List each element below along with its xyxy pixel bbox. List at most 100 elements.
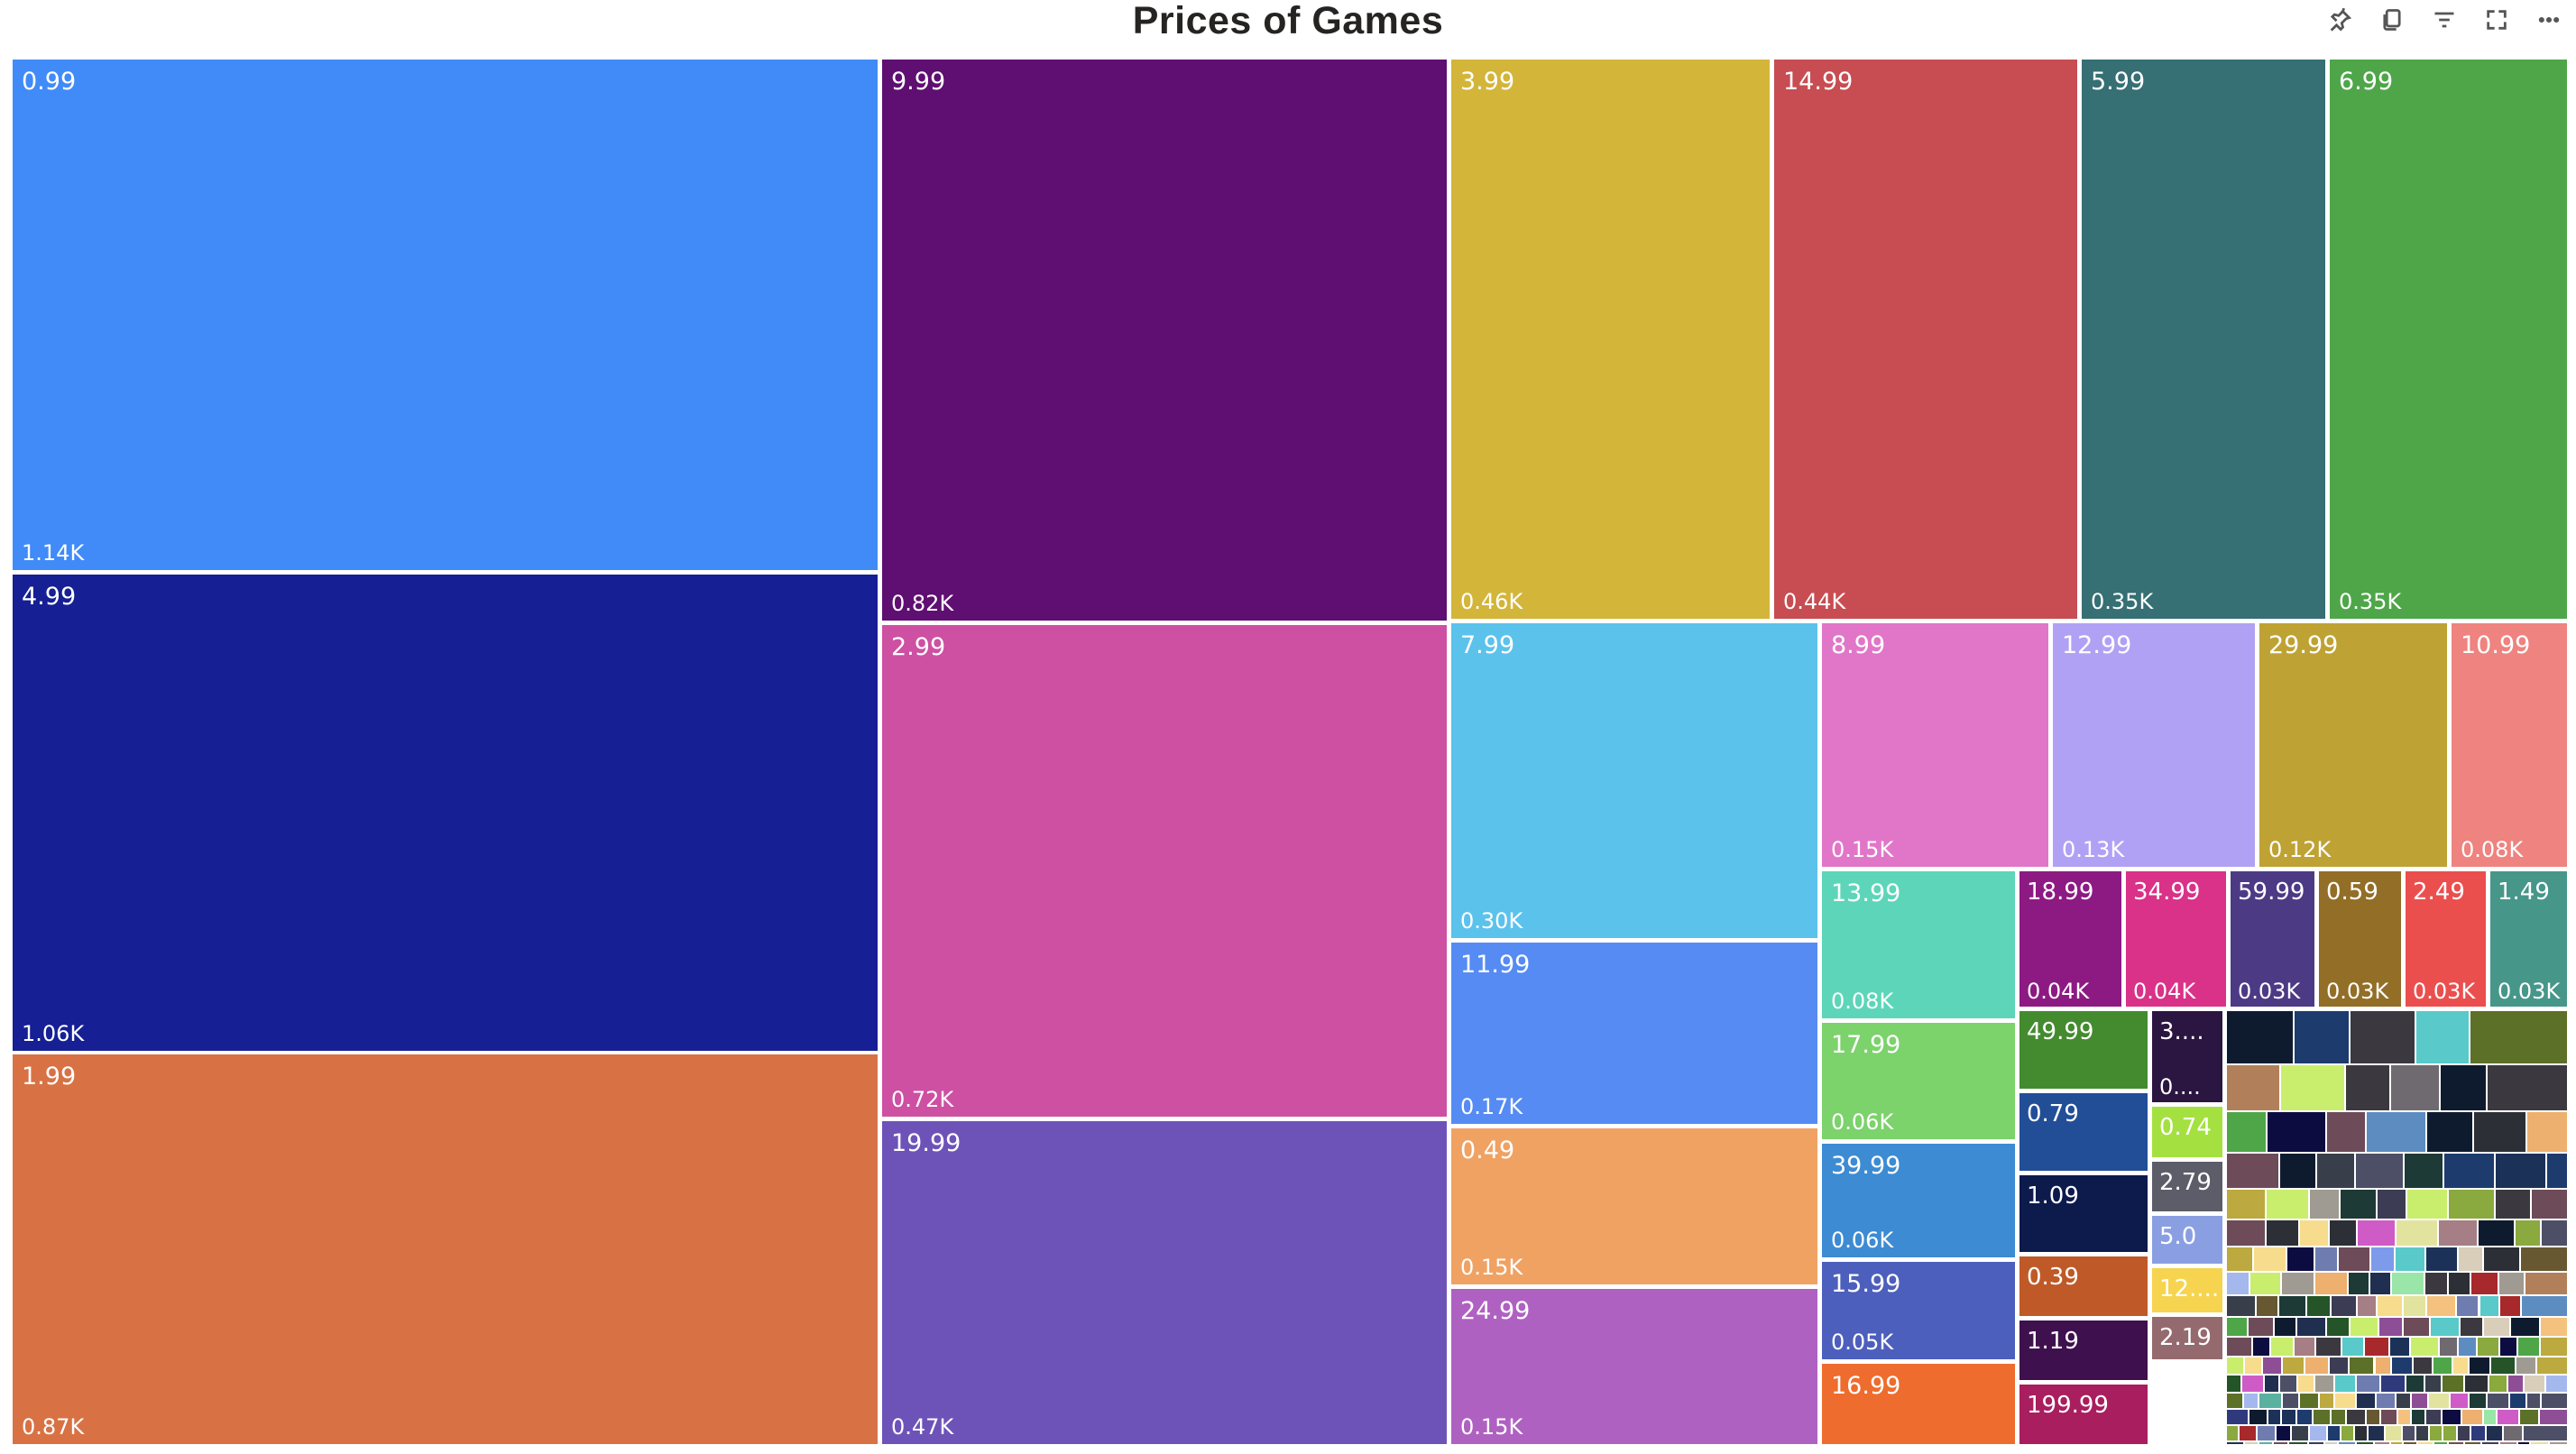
treemap-tile-small[interactable] bbox=[2247, 1316, 2275, 1338]
treemap-tile-small[interactable] bbox=[2481, 1246, 2521, 1273]
treemap-tile-small[interactable] bbox=[2436, 1219, 2479, 1247]
treemap-tile-small[interactable] bbox=[2311, 1408, 2332, 1426]
treemap-tile-small[interactable] bbox=[2225, 1152, 2280, 1190]
treemap-tile-2-79[interactable]: 2.79 bbox=[2150, 1160, 2224, 1213]
treemap-tile-small[interactable] bbox=[2410, 1408, 2427, 1426]
treemap-tile-11-99[interactable]: 11.99 0.17K bbox=[1449, 941, 1819, 1126]
treemap-tile-small[interactable] bbox=[2525, 1110, 2570, 1154]
treemap-tile-small[interactable] bbox=[2265, 1188, 2310, 1220]
treemap-tile-small[interactable] bbox=[2313, 1246, 2339, 1273]
treemap-tile-small[interactable] bbox=[2415, 1440, 2434, 1446]
treemap-tile-small[interactable] bbox=[2501, 1424, 2525, 1442]
treemap-tile-small[interactable] bbox=[2469, 1009, 2569, 1065]
treemap-tile-1-49[interactable]: 1.49 0.03K bbox=[2489, 870, 2569, 1008]
treemap-tile-small[interactable] bbox=[2475, 1336, 2501, 1357]
treemap-tile-small[interactable] bbox=[2544, 1374, 2569, 1394]
treemap-tile-small[interactable] bbox=[2314, 1374, 2336, 1394]
treemap-tile-small[interactable] bbox=[2272, 1316, 2298, 1338]
treemap-tile-small[interactable] bbox=[2462, 1374, 2490, 1394]
treemap-tile-small[interactable] bbox=[2324, 1316, 2351, 1338]
treemap-tile-small[interactable] bbox=[2390, 1356, 2414, 1376]
treemap-tile-3-99[interactable]: 3.99 0.46K bbox=[1449, 58, 1771, 621]
treemap-tile-small[interactable] bbox=[2256, 1424, 2277, 1442]
treemap-tile-small[interactable] bbox=[2494, 1152, 2547, 1190]
treemap-tile-small[interactable] bbox=[2440, 1374, 2465, 1394]
treemap-tile-small[interactable] bbox=[2277, 1374, 2298, 1394]
treemap-tile-small[interactable] bbox=[2414, 1424, 2430, 1442]
treemap-tile-small[interactable] bbox=[2525, 1392, 2542, 1410]
treemap-tile-small[interactable] bbox=[2508, 1316, 2541, 1338]
treemap-tile-small[interactable] bbox=[2506, 1374, 2525, 1394]
treemap-tile-small[interactable] bbox=[2224, 1424, 2240, 1442]
treemap-tile-small[interactable] bbox=[2468, 1356, 2491, 1376]
treemap-tile-59-99[interactable]: 59.99 0.03K bbox=[2229, 870, 2316, 1008]
treemap-tile-small[interactable] bbox=[2314, 1336, 2343, 1357]
treemap-tile-small[interactable] bbox=[2523, 1374, 2546, 1394]
treemap-tile-small[interactable] bbox=[2467, 1392, 2489, 1410]
treemap-tile-small[interactable] bbox=[2451, 1356, 2470, 1376]
treemap-tile-small[interactable] bbox=[2447, 1271, 2471, 1296]
treemap-tile-small[interactable] bbox=[2366, 1424, 2386, 1442]
treemap-tile-10-99[interactable]: 10.99 0.08K bbox=[2450, 621, 2569, 869]
treemap-tile-small[interactable] bbox=[2427, 1392, 2452, 1410]
treemap-tile-small[interactable] bbox=[2298, 1392, 2320, 1410]
treemap-tile-small[interactable] bbox=[2530, 1188, 2569, 1220]
treemap-tile-small[interactable] bbox=[2481, 1408, 2498, 1426]
treemap-tile-small[interactable] bbox=[2397, 1408, 2413, 1426]
treemap-tile-16-99[interactable]: 16.99 bbox=[1820, 1362, 2017, 1446]
treemap-tile-small[interactable] bbox=[2387, 1336, 2412, 1357]
treemap-tile-199-99[interactable]: 199.99 bbox=[2018, 1383, 2149, 1446]
treemap-tile-small[interactable] bbox=[2516, 1336, 2541, 1357]
treemap-tile-2-99[interactable]: 2.99 0.72K bbox=[880, 623, 1449, 1118]
filter-icon[interactable] bbox=[2424, 2, 2464, 38]
treemap-tile-small[interactable] bbox=[2449, 1392, 2470, 1410]
treemap-tile-small[interactable] bbox=[2224, 1009, 2295, 1065]
treemap-tile-small[interactable] bbox=[2409, 1336, 2440, 1357]
treemap-tile-3-[interactable]: 3.... 0.... bbox=[2150, 1009, 2224, 1104]
treemap-tile-small[interactable] bbox=[2327, 1219, 2358, 1247]
treemap-tile-small[interactable] bbox=[2477, 1219, 2516, 1247]
treemap-tile-small[interactable] bbox=[2479, 1440, 2501, 1446]
treemap-tile-small[interactable] bbox=[2224, 1063, 2282, 1112]
treemap-tile-2-19[interactable]: 2.19 bbox=[2150, 1315, 2224, 1361]
treemap-tile-small[interactable] bbox=[2261, 1356, 2283, 1376]
treemap-tile-small[interactable] bbox=[2224, 1316, 2249, 1338]
treemap-tile-small[interactable] bbox=[2354, 1152, 2406, 1190]
treemap-tile-small[interactable] bbox=[2482, 1316, 2511, 1338]
treemap-tile-small[interactable] bbox=[2539, 1392, 2569, 1410]
treemap-tile-18-99[interactable]: 18.99 0.04K bbox=[2018, 870, 2123, 1008]
treemap-tile-small[interactable] bbox=[2356, 1294, 2378, 1318]
treemap-tile-small[interactable] bbox=[2279, 1063, 2347, 1112]
treemap-tile-small[interactable] bbox=[2462, 1440, 2482, 1446]
treemap-tile-small[interactable] bbox=[2423, 1374, 2443, 1394]
treemap-tile-small[interactable] bbox=[2508, 1392, 2527, 1410]
treemap-tile-small[interactable] bbox=[2409, 1392, 2430, 1410]
treemap-tile-7-99[interactable]: 7.99 0.30K bbox=[1449, 621, 1819, 940]
treemap-tile-small[interactable] bbox=[2498, 1294, 2522, 1318]
treemap-tile-13-99[interactable]: 13.99 0.08K bbox=[1820, 870, 2017, 1020]
treemap-tile-small[interactable] bbox=[2325, 1110, 2368, 1154]
treemap-tile-0-79[interactable]: 0.79 bbox=[2018, 1091, 2149, 1173]
treemap-tile-small[interactable] bbox=[2255, 1294, 2279, 1318]
treemap-tile-49-99[interactable]: 49.99 bbox=[2018, 1009, 2149, 1090]
treemap-tile-small[interactable] bbox=[2280, 1356, 2305, 1376]
treemap-tile-small[interactable] bbox=[2293, 1336, 2317, 1357]
treemap-tile-small[interactable] bbox=[2262, 1374, 2280, 1394]
treemap-tile-small[interactable] bbox=[2513, 1219, 2542, 1247]
treemap-tile-small[interactable] bbox=[2471, 1110, 2527, 1154]
treemap-tile-small[interactable] bbox=[2524, 1271, 2569, 1296]
treemap-tile-small[interactable] bbox=[2456, 1336, 2478, 1357]
treemap-tile-small[interactable] bbox=[2317, 1392, 2335, 1410]
treemap-tile-small[interactable] bbox=[2393, 1246, 2426, 1273]
treemap-tile-small[interactable] bbox=[2305, 1294, 2332, 1318]
treemap-tile-small[interactable] bbox=[2362, 1336, 2390, 1357]
treemap-tile-small[interactable] bbox=[2390, 1271, 2426, 1296]
treemap-tile-small[interactable] bbox=[2378, 1316, 2405, 1338]
treemap-tile-small[interactable] bbox=[2369, 1271, 2393, 1296]
treemap-tile-small[interactable] bbox=[2265, 1219, 2301, 1247]
treemap-tile-small[interactable] bbox=[2224, 1271, 2251, 1296]
treemap-tile-1-19[interactable]: 1.19 bbox=[2018, 1319, 2149, 1382]
treemap-tile-14-99[interactable]: 14.99 0.44K bbox=[1772, 58, 2079, 621]
treemap-tile-small[interactable] bbox=[2373, 1356, 2393, 1376]
treemap-tile-small[interactable] bbox=[2269, 1336, 2295, 1357]
